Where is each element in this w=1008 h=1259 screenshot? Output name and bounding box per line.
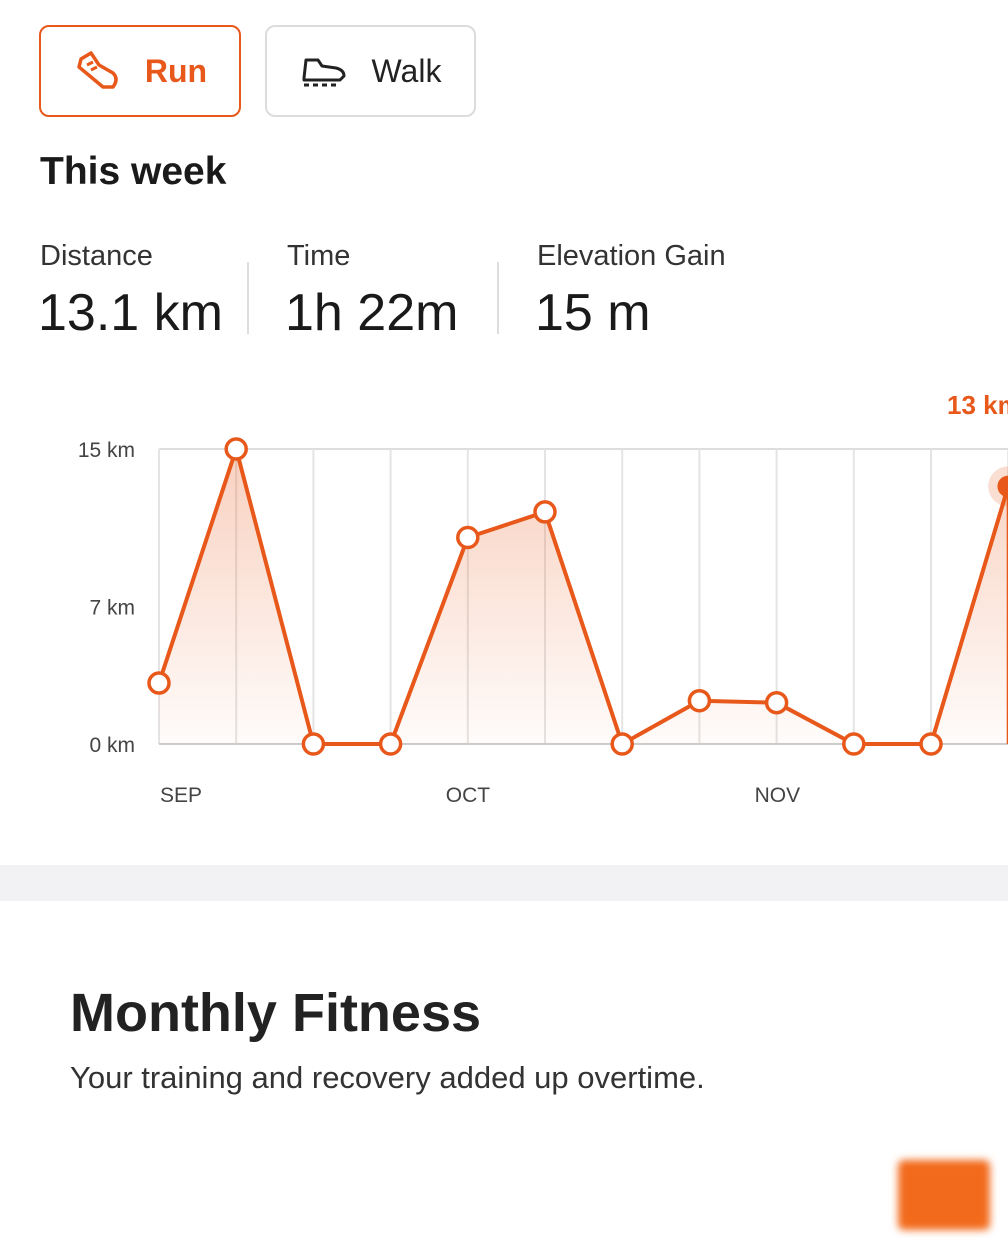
x-tick-label: OCT	[446, 784, 491, 807]
line	[157, 447, 1008, 746]
tab-label: Run	[144, 52, 208, 89]
point	[610, 732, 634, 756]
run-icon	[77, 51, 118, 89]
section-separator	[0, 865, 1008, 901]
area	[159, 449, 1008, 744]
point	[533, 500, 557, 524]
y-tick-label: 0 km	[89, 734, 135, 757]
point	[224, 437, 248, 461]
point	[301, 732, 326, 756]
section-title: Monthly Fitness	[70, 983, 482, 1043]
x-tick-label: SEP	[160, 784, 202, 807]
walk-icon	[302, 58, 346, 87]
stat-value: 1h 22m	[285, 284, 459, 342]
point	[997, 475, 1008, 498]
annotation: 13 km	[947, 390, 1008, 420]
point	[147, 671, 171, 695]
point	[842, 732, 866, 756]
stat-value: 13.1 km	[38, 284, 223, 342]
section-subtitle: Your training and recovery added up over…	[70, 1060, 705, 1095]
stat-label: Time	[287, 240, 351, 272]
point	[378, 732, 403, 756]
stat-label: Elevation Gain	[537, 240, 726, 272]
divider	[247, 262, 249, 334]
stat-label: Distance	[40, 240, 153, 272]
section-title: This week	[40, 150, 227, 193]
tab-label: Walk	[371, 52, 442, 89]
x-tick-label: NOV	[755, 784, 801, 807]
point	[919, 732, 943, 756]
y-tick-label: 7 km	[89, 596, 135, 619]
chart: 0 km 7 km 15 km SEP OCT NOV 13 km	[78, 390, 1008, 807]
point	[687, 688, 712, 713]
point	[764, 690, 789, 715]
y-tick-label: 15 km	[78, 439, 135, 462]
divider	[497, 262, 499, 334]
run-tab[interactable]: Run	[39, 25, 241, 117]
walk-tab[interactable]: Walk	[265, 25, 476, 117]
badge	[898, 1160, 990, 1230]
point	[456, 525, 480, 550]
stat-value: 15 m	[535, 284, 651, 342]
